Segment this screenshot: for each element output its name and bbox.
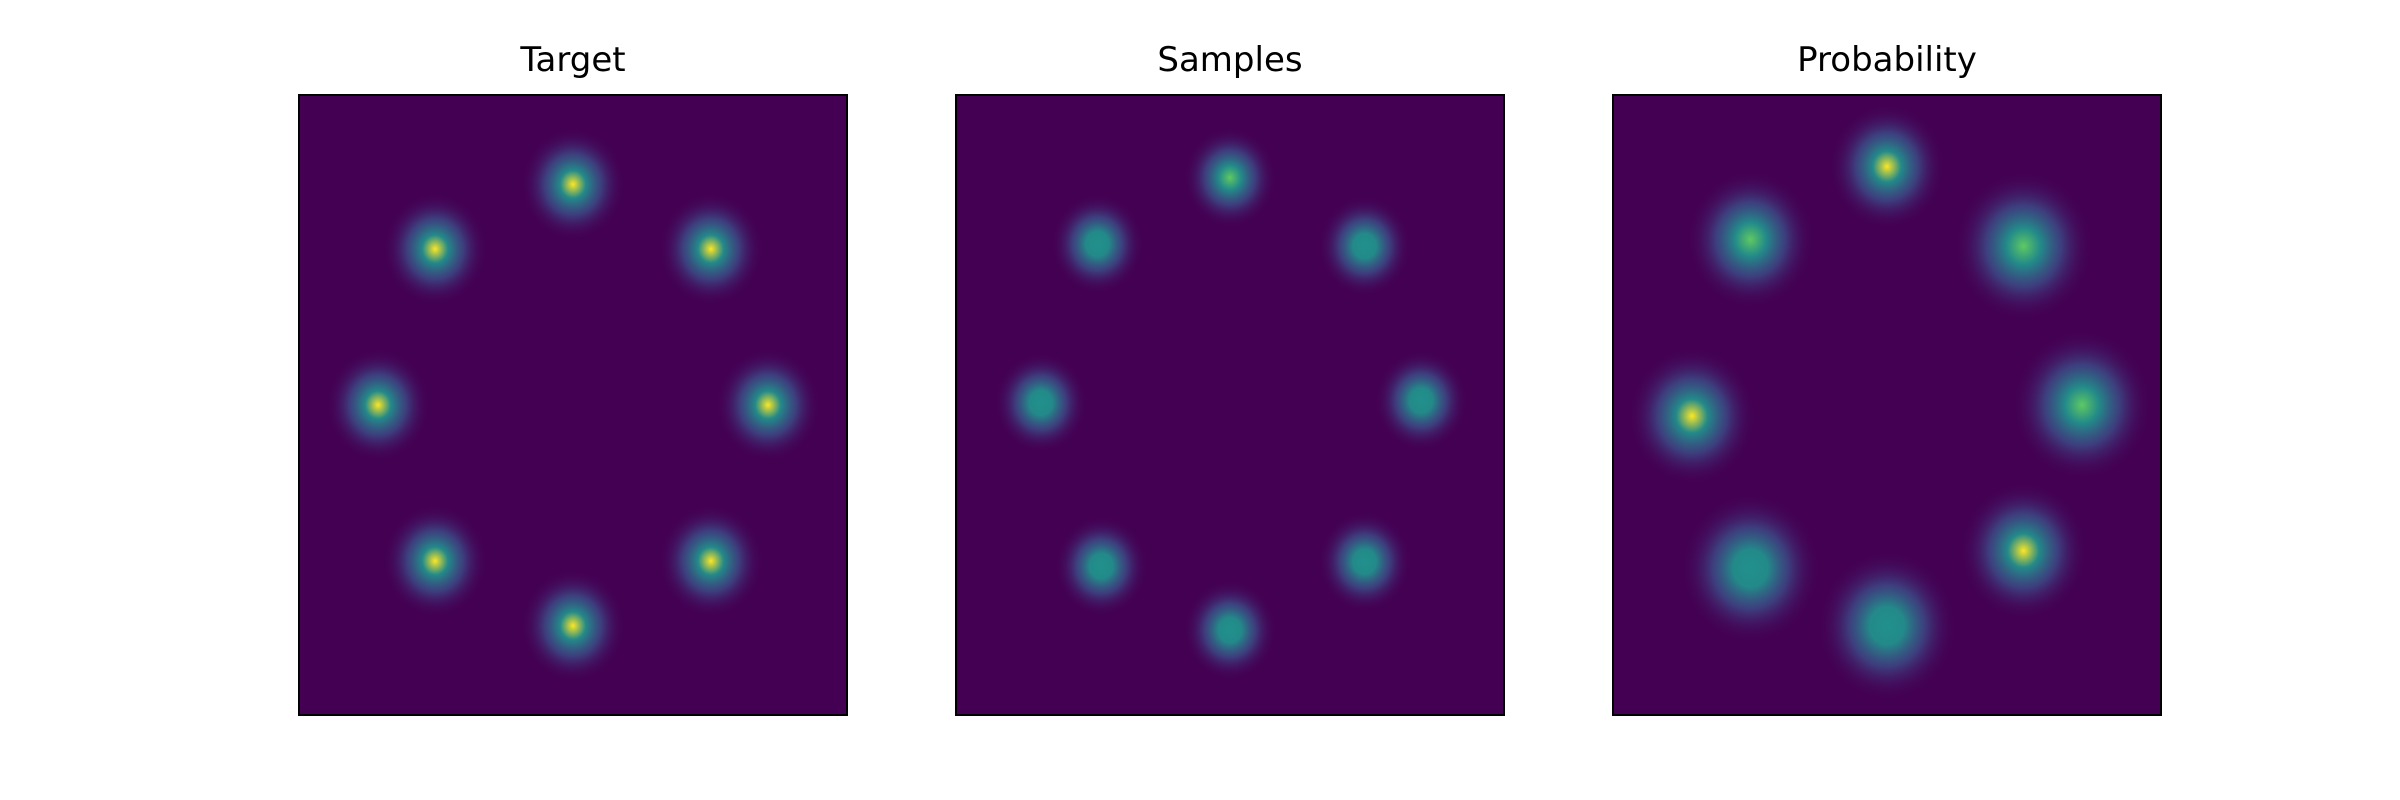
plot-area-target xyxy=(298,94,848,716)
panel-target: Target xyxy=(298,40,848,716)
panel-samples: Samples xyxy=(955,40,1505,716)
heatmap-mode-5 xyxy=(1055,516,1148,616)
heatmap-mode-7 xyxy=(383,193,487,305)
heatmap-mode-7 xyxy=(1051,194,1144,294)
heatmap-mode-2 xyxy=(1375,351,1467,451)
heatmap-mode-5 xyxy=(383,505,487,617)
heatmap-probability xyxy=(1614,96,2160,714)
heatmap-mode-4 xyxy=(521,570,625,682)
heatmap-mode-3 xyxy=(1960,482,2087,619)
heatmap-mode-0 xyxy=(1829,104,1945,229)
plot-area-probability xyxy=(1612,94,2162,716)
heatmap-mode-6 xyxy=(1628,347,1756,485)
heatmap-mode-3 xyxy=(1318,512,1411,612)
panel-title-target: Target xyxy=(520,40,626,80)
heatmap-mode-6 xyxy=(326,349,430,461)
heatmap-mode-7 xyxy=(1687,171,1814,308)
heatmap-mode-0 xyxy=(1184,128,1276,228)
plot-area-samples xyxy=(955,94,1505,716)
heatmap-mode-0 xyxy=(521,128,625,240)
heatmap-mode-1 xyxy=(1954,171,2093,321)
heatmap-target xyxy=(300,96,846,714)
heatmap-mode-3 xyxy=(659,505,763,617)
panel-probability: Probability xyxy=(1612,40,2162,716)
heatmap-mode-4 xyxy=(1818,551,1956,700)
heatmap-samples xyxy=(957,96,1503,714)
heatmap-mode-6 xyxy=(994,353,1087,453)
panel-title-probability: Probability xyxy=(1797,40,1977,80)
heatmap-mode-1 xyxy=(659,193,763,305)
heatmap-mode-2 xyxy=(2013,330,2151,480)
heatmap-mode-2 xyxy=(716,349,820,461)
heatmap-mode-1 xyxy=(1318,196,1411,296)
heatmap-mode-4 xyxy=(1184,580,1276,680)
heatmap-mode-5 xyxy=(1681,494,1820,643)
panel-title-samples: Samples xyxy=(1157,40,1303,80)
